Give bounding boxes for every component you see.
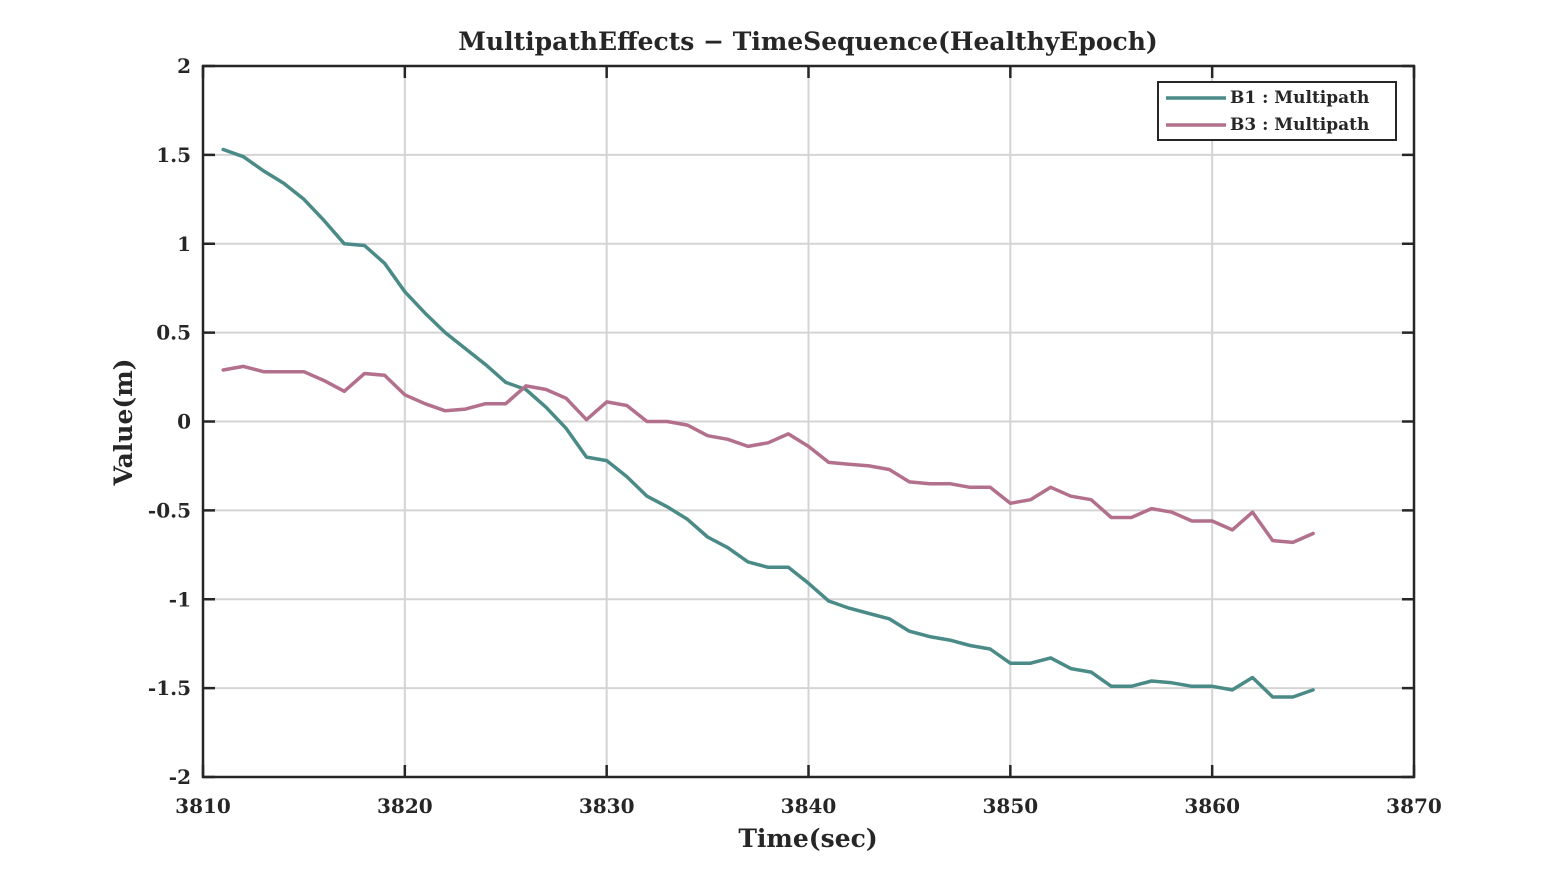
y-tick-label: 2 <box>177 54 191 78</box>
y-tick-label: 0 <box>177 410 191 434</box>
legend-box <box>1157 81 1397 141</box>
y-tick-label: 0.5 <box>156 321 191 345</box>
x-tick-label: 3820 <box>377 794 433 818</box>
y-axis-title: Value(m) <box>109 359 138 487</box>
series-layer <box>221 147 1315 699</box>
x-axis-tick-labels: 3810 3820 3830 3840 3850 3860 3870 <box>175 794 1442 818</box>
y-tick-label: -1 <box>169 587 191 611</box>
x-tick-label: 3870 <box>1386 794 1442 818</box>
x-tick-label: 3840 <box>781 794 837 818</box>
x-tick-label: 3860 <box>1184 794 1240 818</box>
y-tick-label: -1.5 <box>148 676 191 700</box>
legend-label-b3: B3 : Multipath <box>1230 115 1369 135</box>
x-tick-label: 3810 <box>175 794 231 818</box>
legend: B1 : Multipath B3 : Multipath <box>1157 81 1397 141</box>
series-line-b1 <box>221 147 1315 699</box>
x-tick-label: 3850 <box>982 794 1038 818</box>
x-tick-label: 3830 <box>579 794 635 818</box>
legend-label-b1: B1 : Multipath <box>1230 88 1369 108</box>
y-axis-tick-labels: -2 -1.5 -1 -0.5 0 0.5 1 1.5 2 <box>148 54 191 789</box>
y-tick-label: -0.5 <box>148 498 191 522</box>
grid-lines <box>203 66 1414 777</box>
y-tick-label: 1 <box>177 232 191 256</box>
series-line-b3 <box>221 364 1315 545</box>
axis-ticks <box>201 64 1416 779</box>
y-tick-label: -2 <box>169 765 191 789</box>
y-tick-label: 1.5 <box>156 143 191 167</box>
x-axis-title: Time(sec) <box>738 824 877 853</box>
chart-title: MultipathEffects − TimeSequence(HealthyE… <box>458 27 1158 56</box>
